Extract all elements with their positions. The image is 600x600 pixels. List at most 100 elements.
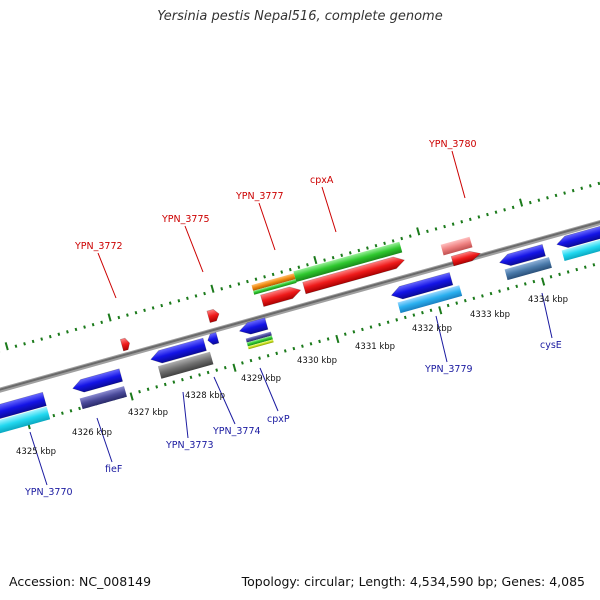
minor-tick xyxy=(340,253,344,257)
minor-tick xyxy=(280,270,284,274)
scale-label: 4325 kbp xyxy=(16,447,56,457)
minor-tick xyxy=(460,220,464,224)
minor-tick xyxy=(237,282,241,286)
minor-tick xyxy=(546,196,549,200)
major-tick xyxy=(519,198,524,207)
minor-tick xyxy=(203,291,206,296)
cds-feature xyxy=(79,386,127,410)
minor-tick xyxy=(168,301,172,305)
gene-label-top: YPN_3772 xyxy=(74,241,123,252)
minor-tick xyxy=(66,330,69,334)
minor-tick xyxy=(523,282,527,286)
minor-tick xyxy=(301,344,304,348)
minor-tick xyxy=(515,284,519,289)
forward-strand-features xyxy=(119,236,482,352)
scale-label: 4326 kbp xyxy=(72,428,112,438)
gene-feature-ypn-3770 xyxy=(0,391,47,423)
leader-line xyxy=(451,150,466,199)
minor-tick xyxy=(138,389,141,394)
minor-tick xyxy=(429,308,433,312)
cds-feature xyxy=(251,273,296,291)
cds-feature xyxy=(157,351,214,379)
minor-tick xyxy=(160,303,164,308)
minor-tick xyxy=(549,275,553,279)
minor-tick xyxy=(61,411,64,415)
minor-tick xyxy=(292,346,296,351)
minor-tick xyxy=(383,241,386,246)
minor-tick xyxy=(249,358,253,363)
gene-feature xyxy=(556,222,600,248)
minor-tick xyxy=(408,234,412,238)
gene-label-bottom: fieF xyxy=(105,464,122,475)
minor-tick xyxy=(126,313,129,317)
minor-tick xyxy=(23,342,26,346)
cds-feature xyxy=(561,234,600,262)
major-tick xyxy=(541,277,546,286)
minor-tick xyxy=(451,222,455,226)
minor-tick xyxy=(246,279,249,284)
minor-tick xyxy=(343,332,347,336)
minor-tick xyxy=(78,406,81,411)
forward-scale-ticks xyxy=(0,181,600,353)
minor-tick xyxy=(378,322,381,327)
minor-tick xyxy=(263,275,266,279)
minor-tick xyxy=(69,409,73,413)
minor-tick xyxy=(588,184,592,188)
gene-label-bottom: YPN_3773 xyxy=(165,440,214,451)
reverse-strand-features xyxy=(0,222,600,439)
gene-label-bottom: YPN_3779 xyxy=(424,364,473,375)
minor-tick xyxy=(374,243,378,248)
gene-label-top: YPN_3777 xyxy=(235,191,284,202)
cds-feature-cpxa xyxy=(293,241,403,282)
major-tick xyxy=(107,313,112,322)
minor-tick xyxy=(155,385,159,389)
minor-tick xyxy=(117,315,121,320)
major-tick xyxy=(232,363,237,372)
genome-stats-label: Topology: circular; Length: 4,534,590 bp… xyxy=(241,574,585,589)
scale-label: 4330 kbp xyxy=(297,356,337,366)
minor-tick xyxy=(48,334,52,339)
minor-tick xyxy=(143,308,146,313)
minor-tick xyxy=(52,413,56,418)
scale-label: 4327 kbp xyxy=(128,408,168,418)
minor-tick xyxy=(357,248,361,253)
minor-tick xyxy=(194,294,198,298)
scale-label: 4328 kbp xyxy=(185,391,225,401)
gene-label-bottom: cpxP xyxy=(267,414,290,425)
minor-tick xyxy=(172,380,176,384)
gene-feature-ypn-3774 xyxy=(207,332,220,345)
gene-label-top: cpxA xyxy=(310,175,334,186)
minor-tick xyxy=(228,284,232,289)
minor-tick xyxy=(566,270,570,274)
minor-tick xyxy=(532,279,536,284)
minor-tick xyxy=(481,294,484,298)
gene-feature-ypn-3780 xyxy=(450,250,482,267)
minor-tick xyxy=(241,361,244,365)
major-tick xyxy=(438,306,443,315)
minor-tick xyxy=(434,227,438,231)
minor-tick xyxy=(443,224,446,229)
minor-tick xyxy=(571,188,575,193)
minor-tick xyxy=(220,287,224,291)
cds-feature xyxy=(397,285,463,314)
leader-line xyxy=(184,225,204,273)
genome-backbone xyxy=(0,196,600,417)
minor-tick xyxy=(331,255,335,260)
minor-tick xyxy=(403,315,407,320)
gene-feature-cpxp xyxy=(238,317,269,335)
minor-tick xyxy=(326,337,330,341)
leader-line xyxy=(259,367,279,412)
major-tick xyxy=(416,227,421,236)
gene-label-top: YPN_3775 xyxy=(161,214,210,225)
cds-feature xyxy=(253,279,297,295)
minor-tick xyxy=(100,320,104,324)
leader-line xyxy=(435,315,448,363)
minor-tick xyxy=(91,322,95,327)
leader-line xyxy=(182,391,189,439)
minor-tick xyxy=(323,258,326,262)
cds-feature xyxy=(440,236,473,256)
major-tick xyxy=(129,392,134,401)
minor-tick xyxy=(563,191,566,195)
minor-tick xyxy=(352,330,356,334)
